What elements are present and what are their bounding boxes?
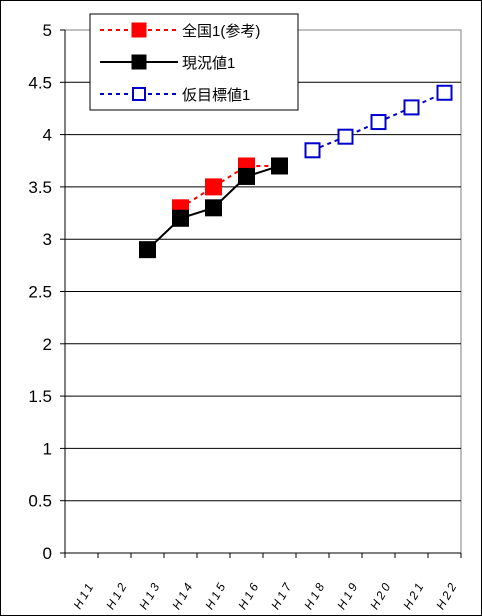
y-tick-label: 3.5 [28,178,52,197]
x-tick-label: H22 [433,578,461,612]
data-point [131,54,147,70]
y-tick-label: 5 [43,21,52,40]
data-point [403,99,420,116]
data-point [337,128,354,145]
y-tick-label: 3 [43,230,52,249]
x-tick-label: H18 [301,578,329,612]
y-tick-label: 0.5 [28,492,52,511]
data-point [139,241,156,259]
legend: 全国1(参考) 現況値1 仮目標値1 [89,13,299,111]
x-tick-label: H17 [268,578,296,612]
x-tick-label: H19 [334,578,362,612]
y-tick-label: 2.5 [28,283,52,302]
data-point [238,167,255,185]
x-tick-label: H14 [169,578,197,612]
y-tick-label: 2 [43,335,52,354]
x-tick-label: H13 [136,578,164,612]
data-point [271,157,288,175]
x-tick-label: H15 [202,578,230,612]
x-tick-label: H20 [367,578,395,612]
y-tick-label: 4.5 [28,73,52,92]
x-tick-label: H12 [103,578,131,612]
legend-label: 全国1(参考) [182,22,260,40]
y-tick-label: 1 [43,439,52,458]
legend-label: 仮目標値1 [182,87,250,104]
data-point [436,84,453,101]
y-tick-label: 1.5 [28,387,52,406]
data-point [304,142,321,159]
x-tick-label: H11 [70,578,97,611]
data-point [172,209,189,227]
y-tick-label: 4 [43,126,52,145]
y-tick-label: 0 [43,544,52,563]
legend-item-2: 現況値1 [100,54,235,72]
x-tick-label: H16 [235,578,263,612]
data-point [132,87,146,101]
series-line [179,164,280,209]
series-2 [139,157,288,259]
series-group [139,84,453,259]
x-tick-label: H21 [400,578,428,612]
legend-item-3: 仮目標値1 [100,87,250,104]
data-point [131,22,147,38]
series-3 [304,84,453,159]
data-point [205,178,222,196]
legend-label: 現況値1 [182,55,235,72]
data-point [370,114,387,131]
data-point [205,199,222,217]
legend-item-1: 全国1(参考) [100,22,260,40]
